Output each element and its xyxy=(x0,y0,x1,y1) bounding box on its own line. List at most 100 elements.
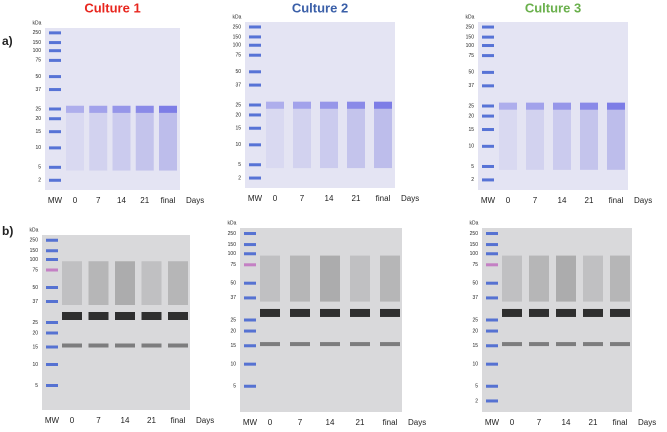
smear xyxy=(502,255,522,302)
marker-label: 20 xyxy=(230,328,236,334)
lane-label: final xyxy=(171,416,186,425)
ladder-band xyxy=(482,70,494,74)
culture-title: Culture 1 xyxy=(84,0,140,15)
ladder-band xyxy=(249,83,261,87)
band xyxy=(320,342,340,347)
smear xyxy=(610,255,630,302)
ladder-band xyxy=(49,117,61,121)
marker-label: 100 xyxy=(233,43,242,49)
band xyxy=(115,312,135,320)
band xyxy=(553,102,571,110)
ladder-band xyxy=(244,362,256,366)
ladder-band xyxy=(46,384,58,387)
lane-label: 21 xyxy=(589,418,598,427)
marker-label: 15 xyxy=(35,129,41,135)
ladder-band xyxy=(249,103,261,107)
ladder-band xyxy=(46,331,58,335)
band xyxy=(115,343,135,348)
ladder-band xyxy=(49,130,61,134)
lane-label: 21 xyxy=(147,416,156,425)
smear xyxy=(112,112,131,171)
ladder-band xyxy=(249,143,261,147)
smear xyxy=(89,112,108,171)
ladder-band xyxy=(244,344,256,348)
smear xyxy=(260,255,280,302)
band xyxy=(350,308,370,317)
smear xyxy=(66,112,84,171)
marker-label: 250 xyxy=(228,231,237,237)
marker-label: 37 xyxy=(472,295,478,301)
band xyxy=(529,342,549,347)
smear xyxy=(266,108,284,169)
marker-label: 250 xyxy=(30,238,39,244)
marker-label: 75 xyxy=(230,262,236,268)
marker-label: 10 xyxy=(472,361,478,367)
lane-label: MW xyxy=(481,196,496,205)
ladder-band xyxy=(49,107,61,111)
marker-label: 20 xyxy=(468,113,474,119)
ladder-band xyxy=(244,296,256,300)
ladder-band xyxy=(249,53,261,57)
lane-label: final xyxy=(383,418,398,427)
marker-label: 37 xyxy=(32,299,38,305)
marker-label: 37 xyxy=(230,295,236,301)
marker-label: 5 xyxy=(35,383,38,389)
marker-label: 20 xyxy=(235,112,241,118)
ladder-band xyxy=(486,344,498,348)
band xyxy=(260,342,280,347)
ladder-band xyxy=(482,35,494,39)
marker-label: 15 xyxy=(472,343,478,349)
ladder-band xyxy=(249,163,261,167)
ladder-band xyxy=(244,329,256,333)
ladder-band xyxy=(46,363,58,366)
marker-label: 75 xyxy=(32,267,38,273)
band xyxy=(266,101,284,109)
band xyxy=(320,308,340,317)
ladder-band xyxy=(249,126,261,130)
ladder-band xyxy=(482,164,494,168)
band xyxy=(88,312,109,320)
marker-label: 15 xyxy=(32,344,38,350)
ladder-band xyxy=(244,252,256,256)
ladder-band xyxy=(49,88,61,92)
panel-label: b) xyxy=(2,224,13,238)
band xyxy=(374,101,392,109)
band xyxy=(260,308,280,317)
smear xyxy=(115,261,135,305)
lane-label: final xyxy=(609,196,624,205)
ladder-band xyxy=(46,321,58,324)
marker-label: 25 xyxy=(235,102,241,108)
marker-label: 75 xyxy=(472,262,478,268)
ladder-band xyxy=(49,49,61,53)
smear xyxy=(62,261,82,305)
unit-label: kDa xyxy=(466,14,475,20)
ladder-band xyxy=(244,243,256,247)
marker-label: 50 xyxy=(230,281,236,287)
panel-label: a) xyxy=(2,34,13,48)
smear xyxy=(583,255,603,302)
marker-label: 75 xyxy=(468,53,474,59)
marker-label: 25 xyxy=(35,106,41,112)
ladder-band xyxy=(482,44,494,48)
marker-label: 25 xyxy=(472,317,478,323)
band xyxy=(290,342,310,347)
unit-label: kDa xyxy=(470,220,479,226)
marker-label: 5 xyxy=(471,164,474,170)
ladder-band xyxy=(49,31,61,35)
marker-label: 50 xyxy=(468,70,474,76)
lane-label: 21 xyxy=(356,418,365,427)
marker-label: 250 xyxy=(33,30,42,36)
smear xyxy=(580,109,598,170)
band xyxy=(583,308,603,317)
ladder-band xyxy=(244,384,256,388)
lane-label: final xyxy=(161,196,176,205)
marker-label: 5 xyxy=(475,384,478,390)
marker-label: 75 xyxy=(235,53,241,59)
days-label: Days xyxy=(638,418,656,427)
ladder-band xyxy=(486,281,498,285)
band xyxy=(607,102,625,110)
marker-label: 100 xyxy=(228,251,237,257)
marker-label: 250 xyxy=(466,24,475,30)
smear xyxy=(374,108,392,169)
